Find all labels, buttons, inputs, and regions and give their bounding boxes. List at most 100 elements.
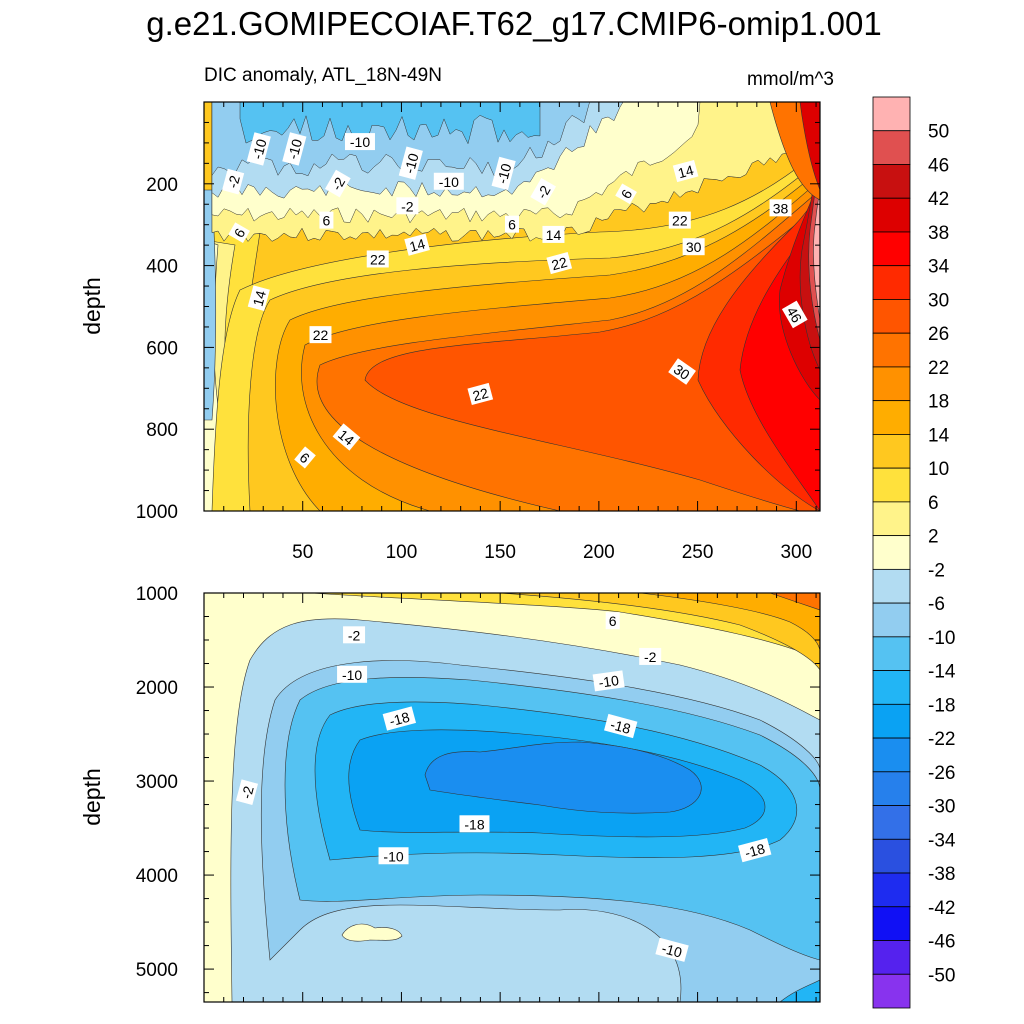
contour-label-box: [324, 169, 351, 198]
colorbar-swatch: [872, 96, 911, 132]
contour-label-box: [491, 156, 516, 191]
contour-label-box: [738, 838, 772, 863]
colorbar-label: 14: [928, 425, 950, 446]
colorbar-label: -46: [928, 932, 955, 953]
contour-label-box: [467, 382, 494, 406]
colorbar-label: -2: [928, 560, 945, 581]
y-tick-label: 400: [146, 257, 178, 278]
y-tick-label: 5000: [136, 960, 178, 981]
contour-label: -18: [459, 815, 490, 833]
top-panel-detail: -10 -10 -10 -10 -10 -10 -2 -2 -2 -2 6 6 6 6 14 14 14 14 14…: [211, 102, 820, 511]
colorbar-swatch: [872, 872, 911, 908]
contour-label-box: [542, 225, 565, 243]
contour-label: 22: [309, 326, 332, 344]
colorbar-swatch: [872, 771, 911, 806]
colorbar-label: -50: [928, 965, 955, 986]
contour-label-text: 38: [773, 200, 789, 216]
colorbar-swatch: [872, 231, 911, 267]
colorbar-label: -6: [928, 594, 945, 615]
contour-label: 6: [605, 612, 620, 630]
contour-label: 14: [332, 423, 361, 451]
contour-label-text: -10: [383, 848, 403, 864]
contour-label-text: -10: [494, 162, 515, 186]
colorbar-label: -34: [928, 830, 956, 851]
contour-label: 6: [228, 222, 250, 243]
colorbar-label: -38: [928, 864, 955, 885]
contour-label-box: [294, 446, 316, 469]
units-label: mmol/m^3: [747, 69, 834, 90]
colorbar-swatch: [872, 737, 911, 773]
colorbar-swatch: [872, 400, 911, 435]
contour-label: -10: [433, 172, 464, 190]
x-tick-label: 100: [386, 542, 418, 563]
colorbar-label: 22: [928, 358, 949, 379]
contour-label: 22: [467, 382, 494, 406]
contour-label-box: [655, 937, 689, 962]
contour-label: 6: [615, 183, 637, 205]
contour-label-box: [668, 211, 691, 229]
bottom-band-10: [499, 593, 820, 671]
contour-label-box: [343, 626, 366, 644]
colorbar-swatch: [872, 670, 911, 705]
contour-label-text: -10: [401, 151, 422, 175]
contour-label-text: 6: [508, 217, 516, 233]
contour-label-box: [246, 132, 271, 166]
contour-label-box: [668, 358, 696, 385]
contour-label: -10: [246, 132, 271, 166]
colorbar-swatch: [872, 568, 911, 604]
contour-label: 14: [672, 159, 699, 183]
contour-label-box: [530, 177, 557, 206]
contour-label-text: 22: [550, 254, 569, 274]
bottom-panel: [204, 593, 820, 1002]
contour-label-text: 30: [686, 239, 702, 255]
contour-label-box: [505, 215, 519, 233]
colorbar-label: 6: [928, 493, 939, 514]
contour-label-text: -10: [598, 672, 620, 691]
bottom-band-neg26: [424, 741, 702, 814]
contour-label: -10: [592, 670, 625, 692]
colorbar: 50 46 42 38 34 30 26 22 18 14 10 6 2 -2 -6 -10 -14 -18 -22…: [872, 96, 956, 1009]
contour-label: -10: [491, 156, 516, 191]
colorbar-swatch: [872, 973, 911, 1009]
contour-label-text: -10: [660, 940, 684, 961]
colorbar-swatch: [872, 602, 911, 638]
contour-label-text: -18: [609, 716, 633, 737]
colorbar-swatch: [872, 164, 911, 199]
contour-label-text: 22: [672, 213, 688, 229]
contour-label: 22: [668, 211, 691, 229]
y-tick-label: 800: [146, 420, 178, 441]
y-tick-label: 4000: [136, 866, 178, 887]
contour-label: 22: [366, 250, 389, 268]
colorbar-swatch: [872, 197, 911, 233]
x-tick-label: 300: [780, 542, 812, 563]
top-band-neg14-overlay: [239, 102, 541, 145]
contour-label: -10: [344, 133, 375, 151]
contour-label-text: 22: [370, 251, 386, 267]
colorbar-swatch: [872, 434, 911, 469]
bottom-y-axis-label: depth: [79, 768, 105, 826]
contour-label: -2: [639, 647, 662, 665]
contour-label-box: [404, 233, 430, 256]
contour-label: 46: [781, 300, 808, 329]
colorbar-label: 10: [928, 459, 949, 480]
contour-label-box: [433, 172, 464, 190]
contour-label: -2: [343, 626, 366, 644]
contour-label-text: -2: [238, 784, 257, 800]
contour-label: -2: [235, 779, 259, 806]
bottom-band-14: [639, 593, 820, 651]
contour-label: 14: [247, 285, 270, 312]
colorbar-swatch: [872, 366, 911, 402]
bottom-band-22: [769, 593, 820, 611]
contour-label-box: [781, 300, 808, 329]
contour-label-text: 14: [408, 235, 427, 255]
top-y-axis-label: depth: [79, 277, 105, 335]
colorbar-swatch: [872, 906, 911, 941]
bottom-pocket-cream: [341, 923, 403, 942]
contour-label-box: [546, 252, 573, 275]
colorbar-swatch: [872, 265, 911, 300]
contour-label: 6: [505, 215, 519, 233]
contour-label: 38: [769, 199, 792, 217]
contour-label-box: [337, 665, 368, 683]
y-tick-label: 3000: [136, 772, 178, 793]
